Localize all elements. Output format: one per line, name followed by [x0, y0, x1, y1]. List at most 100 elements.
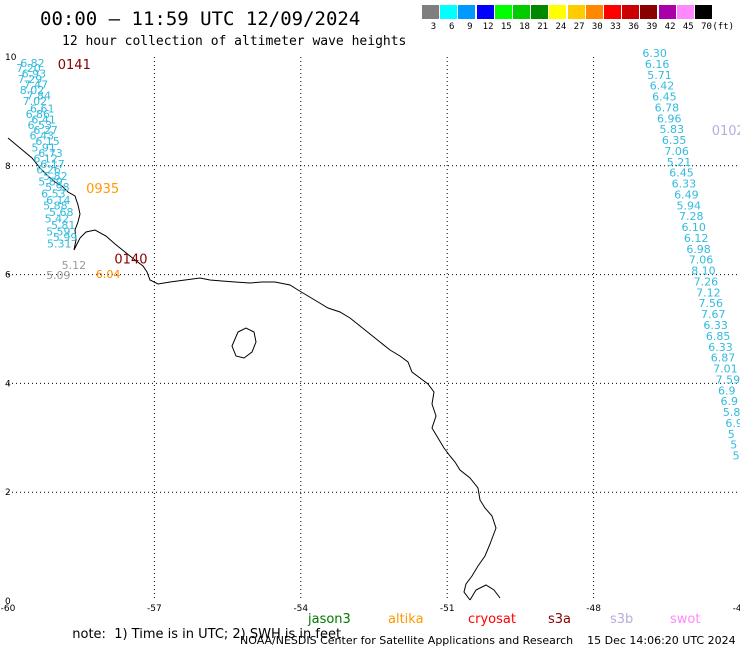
legend-swatch: [585, 5, 603, 19]
chart-title: 00:00 – 11:59 UTC 12/09/2024: [40, 8, 361, 30]
legend-swatch: [622, 5, 640, 19]
swh-value: 6.86: [26, 108, 51, 121]
legend-label: 9: [467, 22, 473, 32]
swh-value: 6.9: [720, 395, 738, 408]
island-coastline: [231, 327, 257, 359]
swh-value: 5.91: [31, 142, 56, 155]
legend-unit: (ft): [712, 22, 735, 32]
legend-label: 18: [519, 22, 530, 32]
swh-value: 5.99: [53, 231, 77, 244]
swh-value: 6.42: [650, 80, 675, 93]
credit-line: NOAA/NESDIS Center for Satellite Applica…: [240, 634, 736, 647]
swh-value: 7.26: [694, 275, 719, 288]
chart-subtitle: 12 hour collection of altimeter wave hei…: [62, 34, 407, 49]
x-tick-label: -57: [147, 604, 162, 614]
legend-label: 36: [628, 22, 640, 32]
swh-value: 6.85: [706, 330, 731, 343]
legend-swatch: [440, 5, 458, 19]
swh-value: 5.42: [45, 212, 70, 225]
swh-value: 6.93: [22, 68, 47, 81]
footer-note: note: 1) Time is in UTC; 2) SWH is in fe…: [64, 612, 700, 657]
swh-value: 6.53: [41, 187, 66, 200]
pass-time-labels: 01410102093501400: [58, 58, 740, 268]
swh-value: 6.26: [36, 163, 61, 176]
swh-value: 5.31: [47, 237, 72, 250]
swh-value: 5.88: [43, 199, 68, 212]
swh-value: 7.02: [23, 95, 48, 108]
legend-label: 24: [555, 22, 567, 32]
satellite-jason3: jason3: [308, 612, 351, 627]
swh-value: 6.78: [655, 101, 680, 114]
swh-value: 6.12: [33, 153, 58, 166]
swh-value: 6.73: [38, 147, 63, 160]
legend-label: 12: [482, 22, 494, 32]
satellite-cryosat: cryosat: [468, 612, 516, 627]
swh-value: 7.12: [696, 286, 721, 299]
x-tick-label: -60: [1, 604, 16, 614]
legend-swatch: [513, 5, 530, 19]
satellite-s3a: s3a: [548, 612, 572, 627]
legend-label: 3: [430, 22, 437, 32]
swh-value: 6.33: [703, 319, 728, 332]
swh-value: 5.71: [647, 69, 672, 82]
swh-value: 5.21: [667, 156, 692, 169]
swh-value: 6.49: [674, 188, 699, 201]
y-tick-label: 0: [5, 597, 11, 607]
swh-value: 6.17: [40, 158, 65, 171]
swh-value: 7.06: [664, 145, 689, 158]
legend-label: 70: [701, 22, 712, 32]
swh-value: 5.89: [38, 175, 63, 188]
swh-value: 7.20: [16, 62, 40, 75]
y-tick-label: 4: [5, 379, 11, 389]
swh-value: 6.33: [708, 341, 733, 354]
swh-value: 6.12: [684, 232, 709, 245]
swh-value: 6.27: [33, 124, 58, 137]
legend-swatch: [458, 5, 476, 19]
x-tick-label: -45: [733, 604, 740, 614]
satellite-altika: altika: [388, 612, 424, 627]
altimeter-tracks: 6.827.206.937.297.478.027.847.026.616.86…: [16, 47, 740, 463]
swh-value: 6.30: [642, 47, 667, 60]
swh-value: 6.33: [672, 178, 697, 191]
swh-value: 6.61: [30, 102, 55, 115]
x-tick-label: -48: [586, 604, 601, 614]
legend-swatch: [658, 5, 676, 19]
x-tick-label: -54: [293, 604, 308, 614]
satellite-swot: swot: [670, 612, 701, 627]
swh-value: 5.8: [723, 406, 740, 419]
legend-swatch: [640, 5, 658, 19]
swh-value: 6.45: [652, 91, 677, 104]
swh-value: 6.14: [46, 194, 70, 207]
lat-lon-grid: [8, 57, 740, 601]
swh-value: 6.41: [31, 113, 56, 126]
swh-value: 7.84: [27, 89, 51, 102]
legend-label: 21: [537, 22, 549, 32]
swh-value: 5.81: [51, 219, 76, 232]
swh-value: 6.15: [35, 135, 60, 148]
swh-value: 5.68: [49, 206, 74, 219]
swh-value: 6.10: [681, 221, 706, 234]
legend-label: 45: [682, 22, 694, 32]
swh-value: 7.59: [716, 373, 740, 386]
swh-value: 6.87: [711, 352, 736, 365]
swh-value: 5.59: [46, 225, 70, 238]
legend-label: 30: [591, 22, 603, 32]
swh-value: 5: [730, 439, 737, 452]
legend-swatch: [676, 5, 694, 19]
swh-value: 8.02: [20, 84, 44, 97]
axis-tick-labels: -60 -57 -54 -51 -48 -45 10 8 6 4 2 0: [1, 53, 740, 614]
y-tick-label: 8: [5, 162, 11, 172]
pass-time-label: 0935: [86, 182, 119, 197]
x-tick-label: -51: [440, 604, 455, 614]
swh-value: 6.16: [645, 58, 670, 71]
y-tick-label: 6: [5, 271, 11, 281]
note-prefix: note: 1) Time is in UTC; 2) SWH is in fe…: [72, 627, 342, 642]
legend-swatch: [422, 5, 439, 19]
y-tick-label: 10: [5, 53, 17, 63]
swh-value: 6.82: [20, 57, 45, 70]
swh-value: 6.04: [96, 268, 121, 281]
swh-value: 5: [733, 450, 740, 463]
y-tick-label: 2: [5, 488, 11, 498]
legend-label: 39: [646, 22, 658, 32]
swh-value: 6.9: [718, 384, 736, 397]
